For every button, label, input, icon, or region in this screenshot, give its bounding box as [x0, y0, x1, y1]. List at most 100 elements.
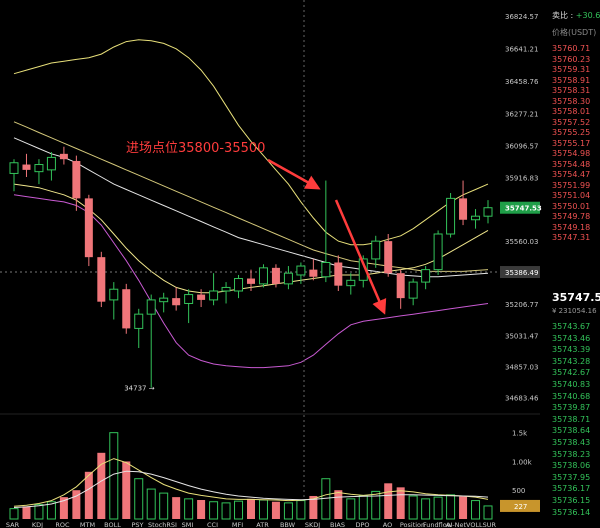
volume-bar — [483, 505, 493, 520]
candle-body — [22, 164, 31, 170]
orderbook-fiat-price: ¥ 231054.16 — [552, 307, 597, 315]
orderbook-ask-price[interactable]: 35760.71 — [552, 44, 591, 53]
indicator-tab-fundflow[interactable]: Fundflow — [423, 521, 453, 528]
indicator-tab-psy[interactable]: PSY — [131, 521, 143, 528]
candle-body — [146, 299, 156, 315]
orderbook-ask-price[interactable]: 35749.18 — [552, 222, 591, 232]
price-tick-label: 35916.83 — [505, 175, 538, 183]
indicator-tab-skdj[interactable]: SKDJ — [305, 521, 320, 528]
candle-body — [97, 257, 106, 302]
orderbook-ask-price[interactable]: 35754.47 — [552, 170, 591, 179]
indicator-tab-ai-netvol[interactable]: AI-NetVOL — [446, 521, 480, 528]
indicator-tab-boll[interactable]: BOLL — [104, 521, 121, 528]
overlay-upper — [13, 39, 489, 246]
orderbook-ask-price[interactable]: 35760.23 — [552, 54, 591, 64]
volume-bar — [146, 488, 156, 520]
volume-bar — [22, 506, 31, 519]
indicator-tab-roc[interactable]: ROC — [55, 521, 70, 528]
orderbook-ask-price[interactable]: 35759.31 — [552, 65, 591, 74]
orderbook-ask-price[interactable]: 35750.01 — [552, 201, 591, 211]
indicator-tab-kdj[interactable]: KDJ — [32, 521, 43, 528]
orderbook-ask-price[interactable]: 35758.31 — [552, 86, 591, 95]
volume-bar — [209, 501, 219, 520]
orderbook-ask-price[interactable]: 35747.31 — [552, 233, 591, 242]
candle-body — [471, 215, 481, 221]
candle-body — [408, 281, 418, 299]
orderbook-ask-price[interactable]: 35755.25 — [552, 128, 591, 137]
orderbook-header: 卖比 : +30.60 价格(USDT) — [552, 10, 600, 38]
orderbook-ask-price[interactable]: 35755.17 — [552, 138, 591, 148]
candle-body — [59, 153, 68, 160]
volume-bar — [247, 498, 255, 519]
orderbook-ask-price[interactable]: 35749.78 — [552, 212, 591, 221]
orderbook-ask-price[interactable]: 35758.01 — [552, 107, 591, 116]
indicator-tab-bbw[interactable]: BBW — [280, 521, 296, 528]
candle-body — [72, 160, 81, 199]
volume-bar — [122, 461, 131, 519]
candle-body — [309, 269, 318, 277]
indicator-tab-bias[interactable]: BIAS — [330, 521, 345, 528]
orderbook-ask-price[interactable]: 35754.48 — [552, 159, 591, 169]
orderbook-bid-price[interactable]: 35742.67 — [552, 368, 591, 378]
orderbook-bid-price[interactable]: 35743.46 — [552, 333, 591, 343]
volume-bar — [421, 498, 431, 520]
indicator-tab-dpo[interactable]: DPO — [355, 521, 369, 528]
indicator-tab-cci[interactable]: CCI — [207, 521, 218, 528]
orderbook-bid-price[interactable]: 35737.95 — [552, 472, 591, 482]
volume-bar — [396, 487, 405, 519]
indicator-tab-atr[interactable]: ATR — [256, 521, 269, 528]
volume-current-tag — [500, 499, 540, 512]
candle-body — [421, 269, 431, 283]
volume-tick-label: 500 — [512, 487, 525, 495]
candle-body — [334, 262, 343, 286]
orderbook-ask-price[interactable]: 35754.98 — [552, 149, 591, 158]
volume-bar — [134, 478, 144, 520]
candle-body — [433, 233, 443, 271]
orderbook-change: +30.60 — [575, 11, 600, 20]
orderbook-bid-price[interactable]: 35740.68 — [552, 391, 591, 401]
orderbook-bid-price[interactable]: 35738.64 — [552, 426, 591, 436]
orderbook-ask-price[interactable]: 35758.30 — [552, 96, 591, 106]
orderbook-ask-price[interactable]: 35751.04 — [552, 191, 591, 200]
indicator-tabs: SAR KDJ ROC MTM BOLL PSY StochRSI SMI CCI MFI ATR B… — [6, 521, 497, 528]
indicator-tab-sar[interactable]: SAR — [6, 521, 20, 528]
orderbook-bid-price[interactable]: 35738.71 — [552, 414, 591, 424]
orderbook-bid-price[interactable]: 35743.39 — [552, 345, 591, 355]
orderbook-ask-price[interactable]: 35751.99 — [552, 180, 591, 190]
orderbook-bid-price[interactable]: 35743.67 — [552, 322, 591, 331]
indicator-tab-position[interactable]: Position — [400, 521, 425, 528]
orderbook-bid-price[interactable]: 35736.14 — [552, 507, 591, 517]
orderbook-bid-price[interactable]: 35736.15 — [552, 496, 591, 505]
candle-body — [446, 197, 456, 235]
candle-body — [84, 198, 93, 258]
indicator-tab-mtm[interactable]: MTM — [80, 521, 95, 528]
volume-bar — [197, 500, 206, 519]
orderbook-bid-price[interactable]: 35738.06 — [552, 461, 591, 471]
orderbook-bid-price[interactable]: 35739.87 — [552, 403, 591, 413]
price-tick-label: 36824.57 — [505, 13, 538, 21]
orderbook-ask-price[interactable]: 35757.52 — [552, 117, 591, 127]
price-tick-label: 36458.76 — [505, 78, 539, 86]
orderbook-bid-price[interactable]: 35743.28 — [552, 356, 591, 366]
indicator-tab-lsur[interactable]: LSUR — [479, 521, 497, 528]
orderbook-ask-price[interactable]: 35758.91 — [552, 75, 591, 85]
orderbook-bid-price[interactable]: 35738.43 — [552, 438, 591, 447]
dotted-price-label: 35386.49 — [505, 269, 538, 277]
volume-bar — [334, 490, 343, 519]
candle-body — [283, 272, 293, 285]
indicator-tab-stochrsi[interactable]: StochRSI — [148, 521, 177, 528]
current-price-label: 35747.53 — [505, 205, 542, 213]
volume-ma-2 — [13, 470, 489, 508]
indicator-tab-ao[interactable]: AO — [383, 521, 392, 528]
candle-body — [184, 294, 194, 304]
orderbook-bid-price[interactable]: 35740.83 — [552, 380, 591, 389]
volume-bar — [234, 500, 244, 520]
orderbook-bid-price[interactable]: 35738.23 — [552, 449, 591, 459]
candle-body — [459, 198, 468, 220]
orderbook-bid-price[interactable]: 35736.17 — [552, 484, 591, 494]
overlay-lower — [13, 194, 489, 369]
indicator-tab-smi[interactable]: SMI — [182, 521, 194, 528]
indicator-tab-mfi[interactable]: MFI — [232, 521, 243, 528]
